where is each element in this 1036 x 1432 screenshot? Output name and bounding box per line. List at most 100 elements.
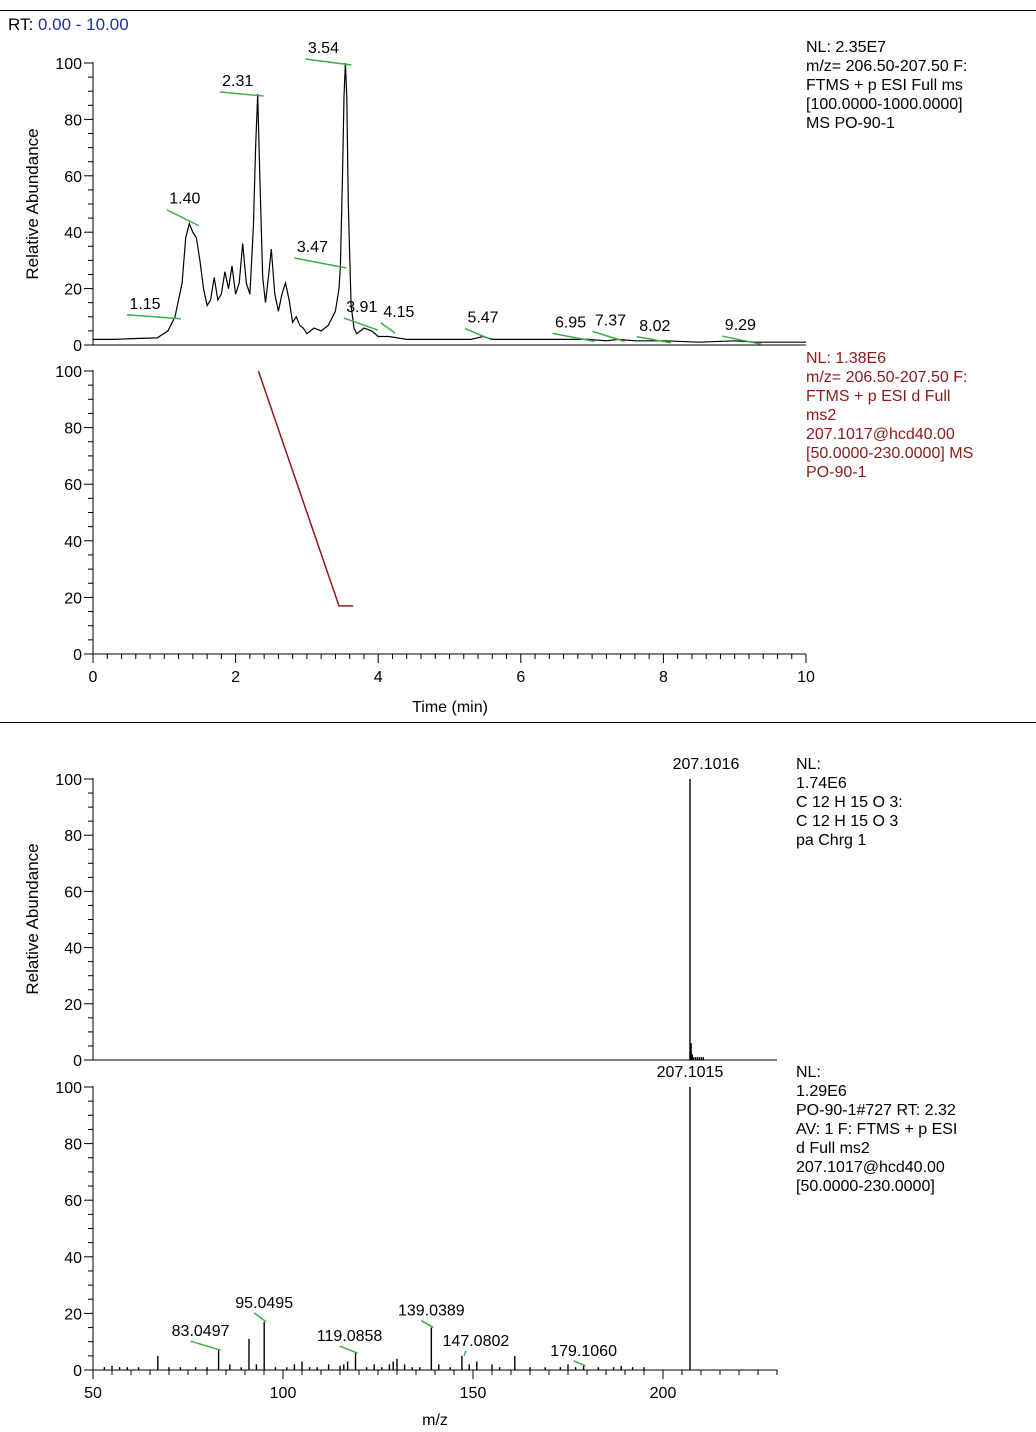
info-line: [50.0000-230.0000]: [796, 1178, 935, 1195]
y-tick-label: 60: [64, 477, 82, 494]
peak-leader-line: [636, 336, 671, 344]
top-rule: [0, 10, 1036, 11]
peak-label: 83.0497: [172, 1323, 230, 1340]
peak-label: 5.47: [467, 310, 498, 327]
info-line: FTMS + p ESI d Full: [806, 388, 951, 405]
peak-leader-line: [380, 322, 396, 334]
peak-label: 179.1060: [550, 1343, 617, 1360]
peak-label: 9.29: [725, 317, 756, 334]
info-line: NL:: [796, 1064, 821, 1081]
x-tick-label: 10: [797, 669, 815, 686]
peak-leader-line: [305, 58, 352, 66]
y-tick-label: 80: [64, 421, 82, 438]
peak-leader-line: [343, 317, 379, 331]
y-tick-label: 60: [64, 1193, 82, 1210]
peak-leader-line: [339, 1345, 358, 1354]
y-tick-label: 60: [64, 169, 82, 186]
info-line: 207.1017@hcd40.00: [806, 426, 955, 443]
info-line: [50.0000-230.0000] MS: [806, 445, 974, 462]
peak-label: 1.15: [129, 296, 160, 313]
rt-range-header: RT: 0.00 - 10.00: [8, 15, 129, 35]
info-panel-chrom1: NL: 2.35E7 m/z= 206.50-207.50 F: FTMS + p …: [806, 38, 967, 133]
x-tick-label: 6: [516, 669, 525, 686]
y-tick-label: 0: [73, 647, 82, 664]
x-tick-label: 200: [650, 1385, 677, 1402]
y-tick-label: 20: [64, 590, 82, 607]
chromatogram-trace-1: [93, 62, 806, 343]
y-tick-label: 100: [55, 364, 82, 381]
peak-label: 1.40: [169, 191, 200, 208]
peak-label: 207.1015: [657, 1064, 724, 1081]
peak-label: 7.37: [595, 312, 626, 329]
info-line: m/z= 206.50-207.50 F:: [806, 58, 968, 75]
peak-leader-line: [552, 332, 595, 343]
info-panel-spec1: NL: 1.74E6 C 12 H 15 O 3: C 12 H 15 O 3 pa C…: [796, 755, 903, 850]
x-tick-label: 100: [270, 1385, 297, 1402]
info-line: NL: 2.35E7: [806, 39, 887, 56]
y-tick-label: 40: [64, 534, 82, 551]
y-tick-label: 100: [55, 56, 82, 73]
y-tick-label: 20: [64, 1306, 82, 1323]
peak-label: 119.0858: [317, 1328, 383, 1345]
peak-leader-line: [463, 1350, 467, 1357]
y-tick-label: 0: [73, 1053, 82, 1070]
rt-range-value: 0.00 - 10.00: [37, 15, 129, 34]
peak-leader-line: [126, 314, 182, 320]
info-line: 1.74E6: [796, 775, 847, 792]
y-tick-label: 80: [64, 112, 82, 129]
y-tick-label: 80: [64, 828, 82, 845]
peak-leader-line: [464, 327, 490, 340]
x-tick-label: 4: [374, 669, 383, 686]
peak-leader-line: [190, 1340, 221, 1351]
y-tick-label: 40: [64, 225, 82, 242]
info-line: AV: 1 F: FTMS + p ESI: [796, 1121, 958, 1138]
info-line: [100.0000-1000.0000]: [806, 96, 963, 113]
info-line: pa Chrg 1: [796, 832, 867, 849]
x-axis-title-mz: m/z: [422, 1412, 448, 1429]
peak-label: 139.0389: [398, 1303, 465, 1320]
info-panel-spec2: NL: 1.29E6 PO-90-1#727 RT: 2.32 AV: 1 F: FT…: [796, 1063, 957, 1196]
peak-leader-line: [722, 335, 762, 345]
peak-leader-line: [294, 257, 347, 269]
info-line: 1.29E6: [796, 1083, 847, 1100]
peak-label: 6.95: [555, 314, 586, 331]
peak-label: 8.02: [639, 318, 670, 335]
y-tick-label: 20: [64, 282, 82, 299]
x-tick-label: 0: [89, 669, 98, 686]
peak-leader-line: [253, 1312, 267, 1323]
info-line: 207.1017@hcd40.00: [796, 1159, 945, 1176]
x-axis-title-time: Time (min): [412, 699, 488, 716]
peak-leader-line: [420, 1319, 434, 1329]
info-line: PO-90-1#727 RT: 2.32: [796, 1102, 956, 1119]
x-tick-label: 50: [84, 1385, 102, 1402]
info-line: ms2: [806, 407, 837, 424]
peak-label: 3.54: [308, 40, 339, 57]
peak-label: 3.91: [346, 299, 377, 316]
y-tick-label: 20: [64, 997, 82, 1014]
chromatogram-trace-2: [257, 370, 354, 607]
y-tick-label: 100: [55, 1080, 82, 1097]
info-line: PO-90-1: [806, 464, 867, 481]
info-line: FTMS + p ESI Full ms: [806, 77, 963, 94]
info-line: C 12 H 15 O 3: [796, 813, 899, 830]
peak-label: 95.0495: [235, 1295, 293, 1312]
info-line: NL: 1.38E6: [806, 350, 887, 367]
peak-leader-line: [166, 209, 200, 227]
info-line: d Full ms2: [796, 1140, 870, 1157]
y-axis-title-spectrum: Relative Abundance: [23, 843, 42, 994]
info-line: C 12 H 15 O 3:: [796, 794, 903, 811]
peak-leader-line: [219, 91, 264, 97]
y-tick-label: 100: [55, 772, 82, 789]
y-tick-label: 60: [64, 884, 82, 901]
x-tick-label: 150: [460, 1385, 487, 1402]
peak-label: 2.31: [222, 73, 253, 90]
x-tick-label: 2: [231, 669, 240, 686]
peak-label: 4.15: [383, 304, 414, 321]
y-tick-label: 0: [73, 338, 82, 355]
x-tick-label: 8: [659, 669, 668, 686]
info-line: m/z= 206.50-207.50 F:: [806, 369, 968, 386]
rt-range-label: RT:: [8, 15, 34, 34]
info-line: NL:: [796, 756, 821, 773]
